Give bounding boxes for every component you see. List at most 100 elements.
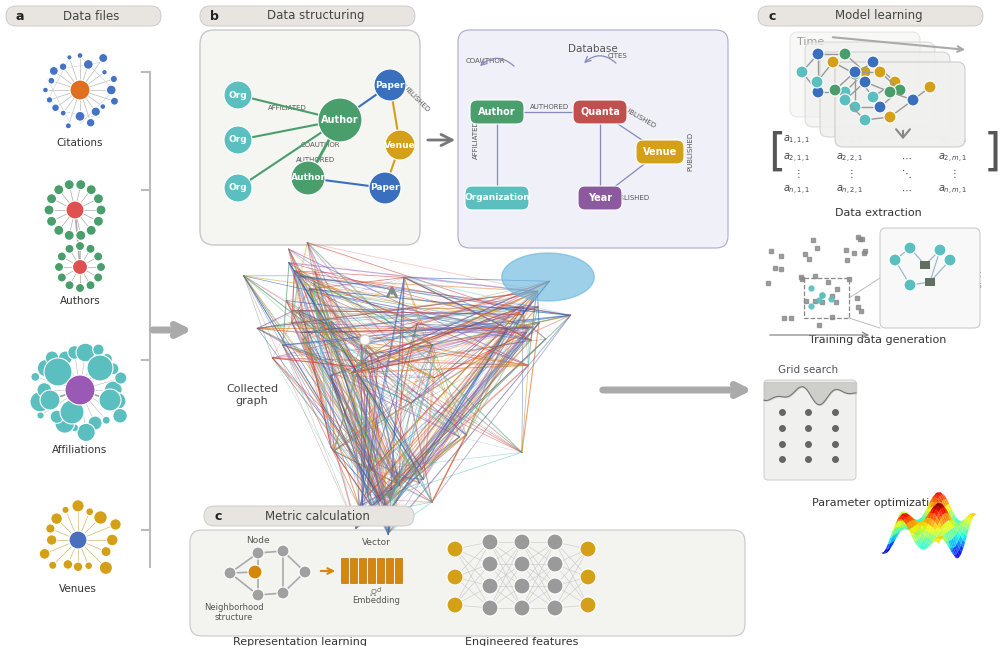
Circle shape xyxy=(889,76,901,88)
FancyBboxPatch shape xyxy=(204,506,414,526)
Text: Author: Author xyxy=(478,107,516,117)
Circle shape xyxy=(86,225,96,235)
Circle shape xyxy=(30,391,50,412)
Text: Node: Node xyxy=(246,536,270,545)
Circle shape xyxy=(277,587,289,599)
Text: $a_{2,m,1}$: $a_{2,m,1}$ xyxy=(938,151,968,165)
Circle shape xyxy=(889,254,901,266)
Circle shape xyxy=(796,66,808,78)
Circle shape xyxy=(55,413,75,433)
Circle shape xyxy=(45,351,59,364)
Circle shape xyxy=(482,600,498,616)
Text: Venue: Venue xyxy=(643,147,677,157)
Text: PUBLISHED: PUBLISHED xyxy=(687,132,693,171)
Circle shape xyxy=(76,284,84,293)
Circle shape xyxy=(224,126,252,154)
Circle shape xyxy=(944,254,956,266)
Circle shape xyxy=(77,52,83,58)
Circle shape xyxy=(76,231,86,240)
Circle shape xyxy=(76,180,86,190)
Text: Parameter optimization: Parameter optimization xyxy=(812,498,944,508)
Text: AFFILIATED: AFFILIATED xyxy=(268,105,306,111)
Circle shape xyxy=(934,244,946,256)
Circle shape xyxy=(299,566,311,578)
FancyBboxPatch shape xyxy=(805,42,935,127)
Text: PUBLISHED: PUBLISHED xyxy=(620,104,656,129)
FancyBboxPatch shape xyxy=(820,52,950,137)
Circle shape xyxy=(106,534,118,546)
Circle shape xyxy=(884,111,896,123)
Circle shape xyxy=(894,84,906,96)
Circle shape xyxy=(360,335,370,345)
Bar xyxy=(395,558,402,583)
Text: Paper: Paper xyxy=(375,81,405,90)
Circle shape xyxy=(43,87,48,93)
Text: Metric calculation: Metric calculation xyxy=(265,510,369,523)
Circle shape xyxy=(447,541,463,557)
Text: Training data generation: Training data generation xyxy=(809,335,947,345)
Circle shape xyxy=(66,201,84,219)
Circle shape xyxy=(859,76,871,88)
Circle shape xyxy=(94,511,107,525)
Text: Neighborhood
structure: Neighborhood structure xyxy=(204,603,264,622)
Text: Data extraction: Data extraction xyxy=(835,208,921,218)
Circle shape xyxy=(839,94,851,106)
Text: c: c xyxy=(214,510,222,523)
Circle shape xyxy=(252,589,264,601)
Circle shape xyxy=(867,91,879,103)
Text: Engineered features: Engineered features xyxy=(465,637,579,646)
Circle shape xyxy=(67,55,72,60)
Circle shape xyxy=(248,565,262,579)
Text: COAUTHOR: COAUTHOR xyxy=(465,58,505,64)
Circle shape xyxy=(904,242,916,254)
Text: $\vdots$: $\vdots$ xyxy=(793,167,801,180)
Circle shape xyxy=(40,390,60,410)
Bar xyxy=(359,558,366,583)
Circle shape xyxy=(849,68,861,80)
Circle shape xyxy=(106,85,116,95)
Circle shape xyxy=(46,97,53,103)
Circle shape xyxy=(93,194,103,203)
Text: Citations: Citations xyxy=(57,138,103,148)
Text: a: a xyxy=(16,10,24,23)
Circle shape xyxy=(93,216,103,226)
Circle shape xyxy=(52,104,59,112)
Circle shape xyxy=(51,513,62,525)
Circle shape xyxy=(44,205,54,215)
Circle shape xyxy=(93,344,104,355)
Text: COAUTHOR: COAUTHOR xyxy=(300,142,340,148)
FancyBboxPatch shape xyxy=(758,6,983,26)
FancyBboxPatch shape xyxy=(470,100,524,124)
Circle shape xyxy=(64,231,74,240)
Circle shape xyxy=(514,556,530,572)
Circle shape xyxy=(62,506,69,514)
Circle shape xyxy=(50,410,63,423)
Circle shape xyxy=(94,273,103,282)
Circle shape xyxy=(31,373,40,381)
Text: Embedding: Embedding xyxy=(352,596,400,605)
Circle shape xyxy=(65,375,95,405)
Circle shape xyxy=(277,545,289,557)
FancyBboxPatch shape xyxy=(764,380,856,480)
Circle shape xyxy=(65,123,71,129)
Circle shape xyxy=(859,114,871,126)
Text: $\vdots$: $\vdots$ xyxy=(846,167,854,180)
Text: Database: Database xyxy=(568,44,618,54)
Circle shape xyxy=(86,508,94,516)
Circle shape xyxy=(60,110,66,116)
Circle shape xyxy=(547,556,563,572)
Circle shape xyxy=(874,101,886,113)
Circle shape xyxy=(884,86,896,98)
Circle shape xyxy=(57,252,66,261)
Circle shape xyxy=(849,66,861,78)
Circle shape xyxy=(54,185,64,194)
Text: Venues: Venues xyxy=(59,584,97,594)
Text: PUBLISHED: PUBLISHED xyxy=(399,81,431,113)
Circle shape xyxy=(859,66,871,78)
Circle shape xyxy=(87,355,113,381)
Circle shape xyxy=(867,56,879,68)
Circle shape xyxy=(100,103,106,109)
FancyBboxPatch shape xyxy=(465,186,529,210)
Circle shape xyxy=(109,392,126,410)
Text: Org: Org xyxy=(229,90,247,99)
